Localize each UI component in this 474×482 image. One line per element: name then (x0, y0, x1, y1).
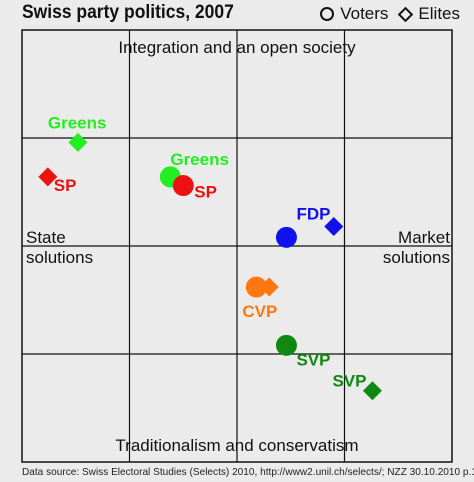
axis-labels: Integration and an open society Tradition… (26, 38, 450, 455)
point-voters-cvp-circle (245, 276, 267, 298)
chart-title: Swiss party politics, 2007 (22, 2, 234, 23)
point-elites-svp-diamond (362, 381, 382, 401)
point-elites-fdp-diamond (324, 217, 344, 237)
point-label-elites-svp: SVP (332, 372, 366, 391)
point-label-elites-greens: Greens (48, 113, 107, 132)
point-elites-cvp-diamond (259, 277, 279, 297)
point-elites-greens-diamond (68, 132, 88, 152)
point-voters-sp-circle (172, 175, 194, 197)
axis-label-right-line1: Market (398, 228, 450, 247)
point-elites-sp-diamond (38, 167, 58, 187)
legend-item-elites: Elites (398, 4, 460, 24)
point-label-voters-fdp: FDP (296, 204, 330, 223)
point-label-voters-svp: SVP (296, 350, 330, 369)
circle-icon (320, 7, 335, 21)
axis-label-top: Integration and an open society (118, 38, 356, 57)
data-source: Data source: Swiss Electoral Studies (Se… (22, 466, 474, 478)
point-label-voters-greens: Greens (170, 150, 229, 169)
point-label-voters-sp: SP (194, 183, 217, 202)
legend-label-elites: Elites (418, 4, 460, 23)
axis-label-bottom: Traditionalism and conservatism (115, 436, 358, 455)
point-voters-fdp-circle (275, 226, 297, 248)
legend-item-voters: Voters (320, 4, 388, 24)
point-label-voters-cvp: CVP (242, 302, 277, 321)
point-label-elites-sp: SP (54, 176, 77, 195)
axis-label-left-line2: solutions (26, 248, 93, 267)
point-voters-svp-circle (275, 334, 297, 356)
legend-label-voters: Voters (340, 4, 389, 23)
axis-label-right-line2: solutions (383, 248, 450, 267)
grid (21, 29, 453, 463)
axis-label-left-line1: State (26, 228, 66, 247)
legend: Voters Elites (308, 4, 460, 24)
